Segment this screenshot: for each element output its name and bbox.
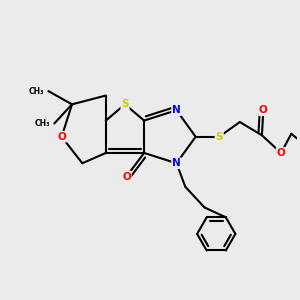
Text: O: O [277, 148, 285, 158]
Text: O: O [259, 105, 268, 115]
Text: CH₃: CH₃ [34, 119, 50, 128]
Text: N: N [172, 105, 181, 115]
Text: O: O [122, 172, 131, 182]
Text: S: S [121, 99, 129, 110]
Text: O: O [57, 132, 66, 142]
Text: CH₃: CH₃ [28, 87, 44, 96]
Text: N: N [172, 158, 181, 168]
Text: S: S [215, 132, 223, 142]
